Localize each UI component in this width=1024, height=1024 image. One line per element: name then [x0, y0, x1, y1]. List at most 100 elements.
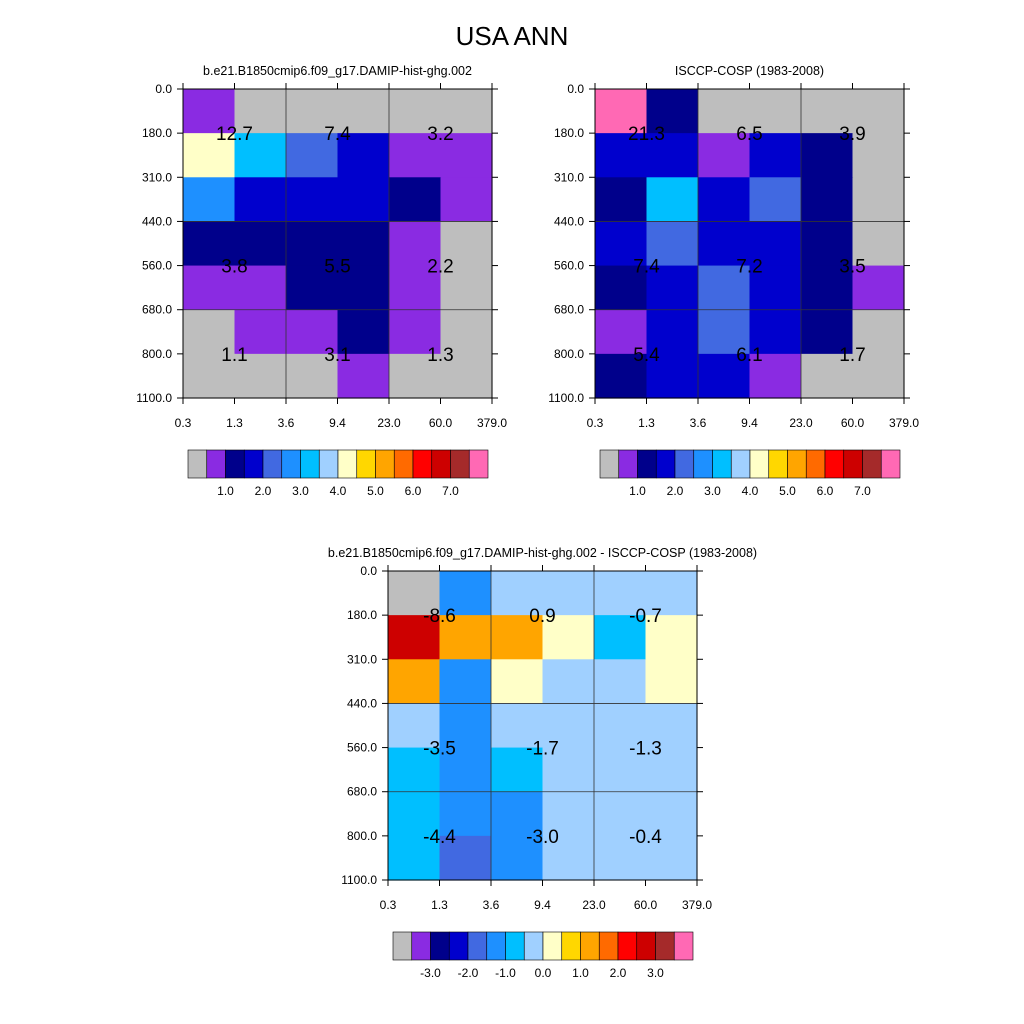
heatmap-cell: [440, 133, 493, 178]
colorbar-swatch: [655, 931, 675, 961]
colorbar-label: 5.0: [367, 484, 384, 498]
colorbar-label: 1.0: [629, 484, 646, 498]
data-label: 0.9: [529, 606, 555, 627]
heatmap-cell: [852, 221, 905, 267]
colorbar-label: -2.0: [458, 966, 479, 980]
data-label: 5.5: [324, 257, 350, 278]
y-tick-label: 310.0: [347, 652, 377, 666]
colorbar-swatch: [843, 449, 863, 479]
heatmap-cell: [646, 221, 699, 267]
heatmap-cell: [749, 309, 802, 355]
x-tick-label: 60.0: [634, 898, 658, 912]
heatmap-cell: [801, 177, 854, 223]
colorbar-swatch: [730, 449, 751, 479]
y-tick-label: 560.0: [347, 741, 377, 755]
colorbar-swatch: [880, 449, 901, 479]
heatmap-cell: [645, 703, 698, 749]
y-tick-label: 440.0: [554, 214, 584, 228]
colorbar-swatch: [225, 449, 245, 479]
x-tick-label: 379.0: [682, 898, 712, 912]
heatmap-cell: [749, 221, 802, 267]
x-tick-label: 0.3: [380, 898, 397, 912]
colorbar-swatch: [431, 449, 451, 479]
data-label: 3.8: [221, 257, 247, 278]
colorbar-label: 6.0: [405, 484, 422, 498]
y-tick-label: 0.0: [155, 82, 172, 96]
colorbar-swatch: [580, 931, 600, 961]
colorbar-swatch: [523, 931, 544, 961]
heatmap-cell: [389, 353, 442, 399]
data-label: -3.5: [423, 739, 456, 760]
colorbar-swatch: [412, 449, 433, 479]
heatmap-cell: [645, 747, 698, 793]
heatmap-cell: [542, 571, 595, 616]
colorbar-swatch: [430, 931, 450, 961]
heatmap-cell: [646, 89, 699, 134]
heatmap-cell: [801, 265, 854, 311]
colorbar-swatch: [468, 449, 489, 479]
heatmap-panel: b.e21.B1850cmip6.f09_g17.DAMIP-hist-ghg.…: [136, 64, 507, 498]
colorbar-swatch: [637, 449, 657, 479]
heatmap-cell: [852, 265, 905, 311]
colorbar-label: 2.0: [667, 484, 684, 498]
heatmap-cell: [749, 265, 802, 311]
data-label: 3.5: [839, 257, 865, 278]
panel-title: b.e21.B1850cmip6.f09_g17.DAMIP-hist-ghg.…: [203, 64, 472, 78]
heatmap-cell: [337, 353, 390, 399]
y-tick-label: 680.0: [554, 303, 584, 317]
heatmap-cell: [183, 265, 236, 311]
colorbar-swatch: [617, 931, 638, 961]
colorbar-swatch: [448, 931, 469, 961]
heatmap-cell: [595, 133, 648, 178]
colorbar: 1.0 2.0 3.0 4.0 5.0 6.0 7.0: [187, 449, 489, 498]
heatmap-cell: [594, 659, 647, 705]
colorbar-label: 3.0: [647, 966, 664, 980]
colorbar-swatch: [749, 449, 770, 479]
colorbar: 1.0 2.0 3.0 4.0 5.0 6.0 7.0: [599, 449, 901, 498]
data-label: 5.4: [633, 345, 660, 366]
colorbar-label: 7.0: [442, 484, 459, 498]
data-label: 7.4: [324, 124, 351, 145]
colorbar-label: -3.0: [420, 966, 441, 980]
colorbar-swatch: [467, 931, 488, 961]
heatmap-cell: [595, 309, 648, 355]
y-tick-label: 180.0: [142, 126, 172, 140]
heatmap-panel: b.e21.B1850cmip6.f09_g17.DAMIP-hist-ghg.…: [328, 546, 757, 980]
colorbar-swatch: [768, 449, 788, 479]
colorbar-label: 6.0: [817, 484, 834, 498]
data-label: 6.5: [736, 124, 762, 145]
heatmap-cell: [595, 177, 648, 223]
heatmap-cell: [439, 747, 492, 793]
heatmap-cell: [594, 747, 647, 793]
x-tick-label: 0.3: [175, 416, 192, 430]
x-tick-label: 23.0: [789, 416, 813, 430]
heatmap-cell: [234, 309, 287, 355]
heatmap-cell: [698, 221, 751, 267]
panel-title: ISCCP-COSP (1983-2008): [675, 64, 824, 78]
heatmap-cell: [389, 89, 442, 134]
heatmap-cell: [389, 221, 442, 267]
x-tick-label: 0.3: [587, 416, 604, 430]
y-tick-label: 1100.0: [341, 873, 377, 887]
y-tick-label: 440.0: [347, 696, 377, 710]
colorbar-label: 2.0: [255, 484, 272, 498]
data-label: 1.7: [839, 345, 865, 366]
heatmap-cell: [439, 703, 492, 749]
colorbar-swatch: [673, 931, 694, 961]
y-tick-label: 800.0: [554, 347, 584, 361]
data-label: 1.1: [221, 345, 247, 366]
heatmap-cell: [337, 89, 390, 134]
colorbar-label: 2.0: [610, 966, 627, 980]
colorbar-swatch: [636, 931, 656, 961]
data-label: 21.3: [628, 124, 665, 145]
colorbar-label: 0.0: [535, 966, 552, 980]
heatmap-cell: [852, 89, 905, 134]
colorbar-swatch: [862, 449, 882, 479]
x-tick-label: 60.0: [841, 416, 865, 430]
heatmap-cell: [337, 309, 390, 355]
y-tick-label: 0.0: [567, 82, 584, 96]
heatmap-cell: [595, 89, 648, 134]
heatmap-cell: [389, 309, 442, 355]
panel-title: b.e21.B1850cmip6.f09_g17.DAMIP-hist-ghg.…: [328, 546, 757, 560]
